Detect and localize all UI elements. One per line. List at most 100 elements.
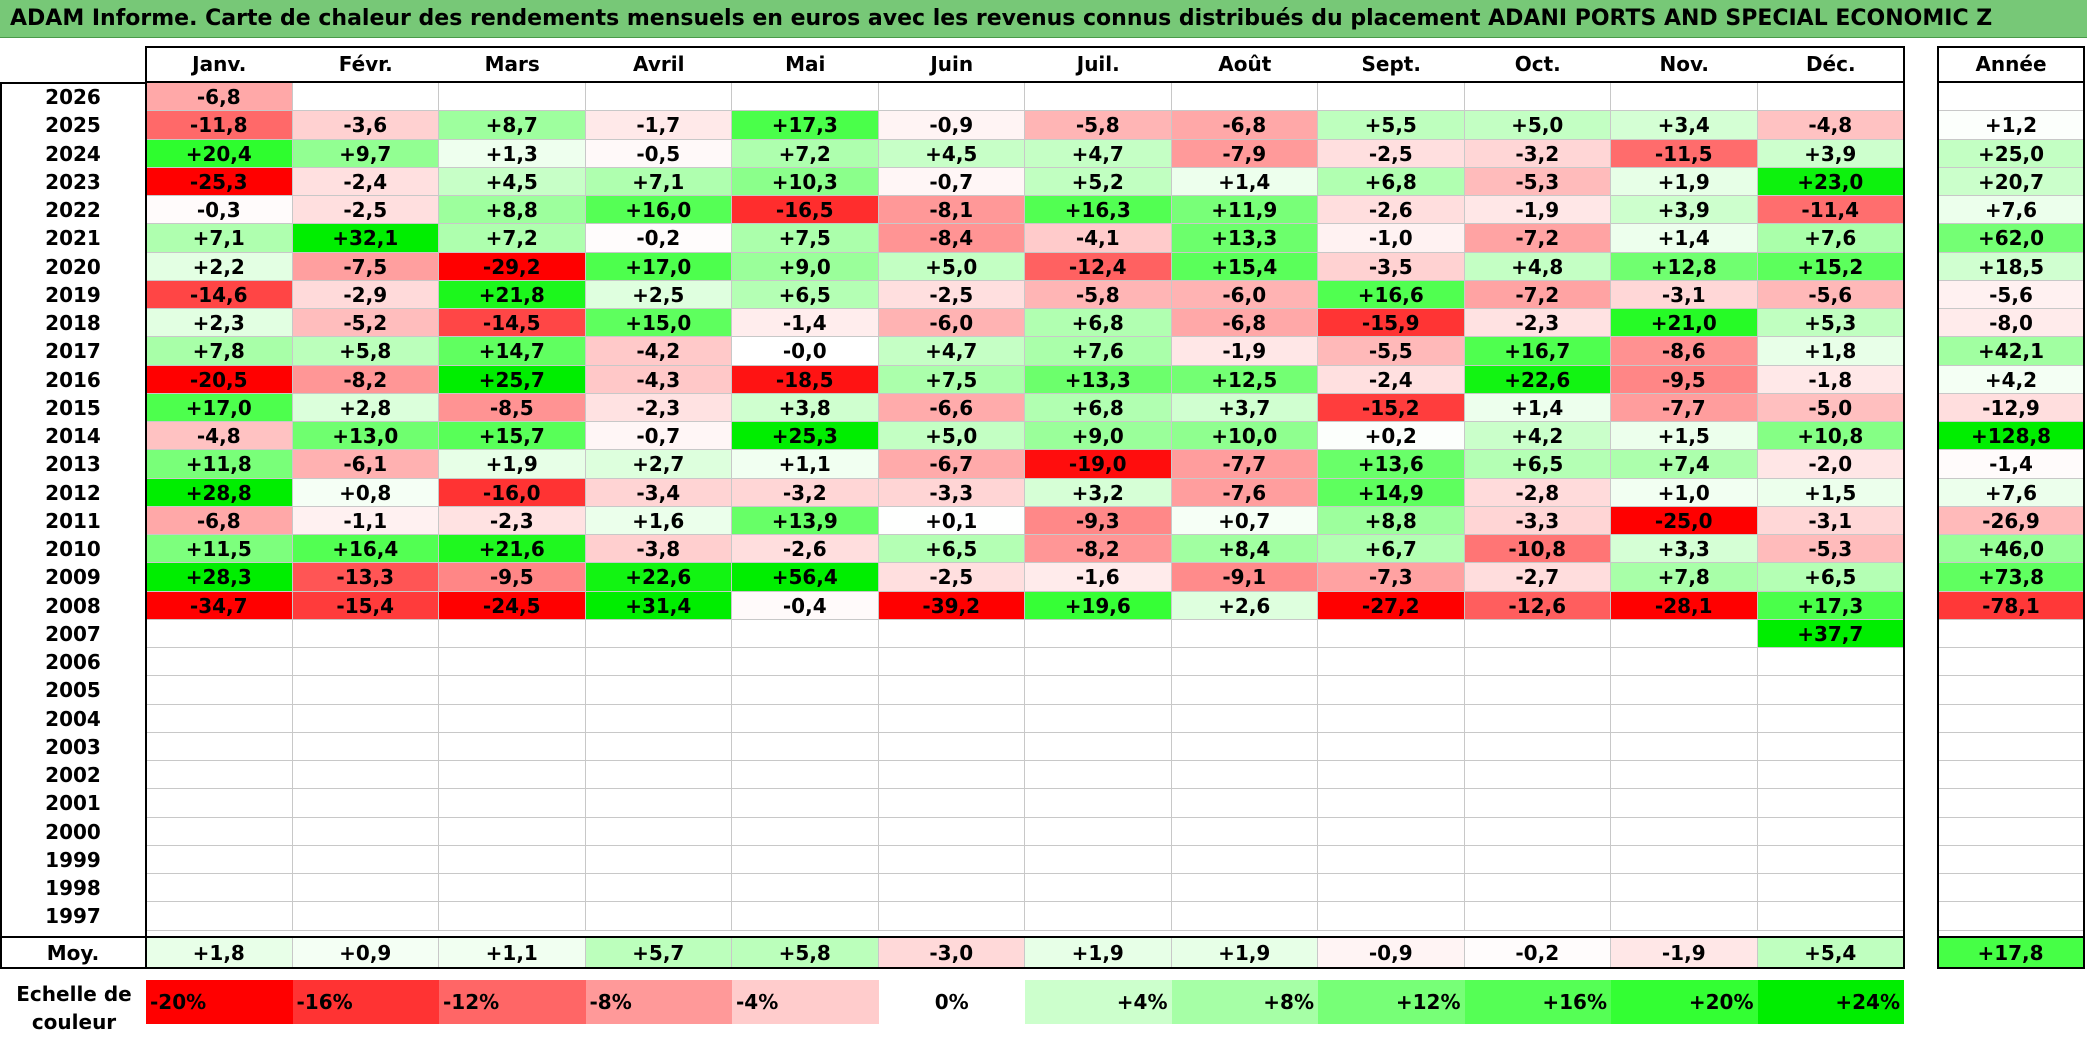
heatmap-cell: -6,1 bbox=[292, 450, 439, 479]
heatmap-cell bbox=[439, 817, 586, 846]
heatmap-cell: +2,8 bbox=[292, 393, 439, 422]
heatmap-cell: -15,9 bbox=[1318, 309, 1465, 338]
heatmap-cell: -3,6 bbox=[292, 111, 439, 140]
heatmap-cell: +5,2 bbox=[1025, 167, 1172, 196]
heatmap-cell: +7,6 bbox=[1025, 337, 1172, 366]
heatmap-cell bbox=[878, 676, 1025, 705]
heatmap-cell: -3,3 bbox=[1464, 506, 1611, 535]
heatmap-cell bbox=[1318, 732, 1465, 761]
average-cell: -3,0 bbox=[878, 938, 1025, 968]
average-annual-cell: +17,8 bbox=[1938, 938, 2084, 968]
heatmap-cell bbox=[1171, 83, 1318, 112]
heatmap-cell bbox=[1757, 817, 1904, 846]
heatmap-cell: -19,0 bbox=[1025, 450, 1172, 479]
heatmap-cell bbox=[585, 902, 732, 931]
heatmap-cell bbox=[1464, 83, 1611, 112]
heatmap-cell: -2,6 bbox=[1318, 196, 1465, 225]
heatmap-cell: +1,5 bbox=[1757, 478, 1904, 507]
heatmap-cell: -7,7 bbox=[1611, 393, 1758, 422]
heatmap-cell: +17,0 bbox=[146, 393, 293, 422]
heatmap-cell: -11,8 bbox=[146, 111, 293, 140]
heatmap-cell bbox=[439, 902, 586, 931]
year-label: 2003 bbox=[45, 734, 101, 759]
heatmap-cell: +10,0 bbox=[1171, 422, 1318, 451]
heatmap-cell: +9,7 bbox=[292, 139, 439, 168]
year-label: 2022 bbox=[45, 198, 101, 222]
heatmap-cell: -8,5 bbox=[439, 393, 586, 422]
year-label: 2021 bbox=[45, 226, 101, 251]
heatmap-cell bbox=[439, 789, 586, 818]
heatmap-cell: -7,3 bbox=[1318, 563, 1465, 592]
heatmap-cell bbox=[1318, 761, 1465, 790]
heatmap-cell bbox=[1757, 732, 1904, 761]
year-label: 2004 bbox=[45, 706, 101, 731]
heatmap-cell: +10,8 bbox=[1757, 422, 1904, 451]
heatmap-cell: +31,4 bbox=[585, 591, 732, 620]
heatmap-cell bbox=[732, 83, 879, 112]
heatmap-cell bbox=[1318, 845, 1465, 874]
heatmap-cell: +16,4 bbox=[292, 535, 439, 564]
heatmap-cell bbox=[1611, 874, 1758, 903]
annual-cell: -12,9 bbox=[1938, 393, 2084, 422]
annual-cell: +128,8 bbox=[1938, 422, 2084, 451]
heatmap-cell: +0,2 bbox=[1318, 422, 1465, 451]
heatmap-cell bbox=[1611, 845, 1758, 874]
heatmap-cell bbox=[1757, 704, 1904, 733]
heatmap-cell: -0,3 bbox=[146, 196, 293, 225]
heatmap-cell: -0,7 bbox=[585, 422, 732, 451]
heatmap-cell: +1,9 bbox=[1611, 167, 1758, 196]
heatmap-cell: +2,6 bbox=[1171, 591, 1318, 620]
heatmap-cell: -1,9 bbox=[1171, 337, 1318, 366]
heatmap-cell: -12,4 bbox=[1025, 252, 1172, 281]
heatmap-cell: -8,4 bbox=[878, 224, 1025, 253]
heatmap-cell bbox=[292, 619, 439, 648]
heatmap-cell bbox=[1757, 761, 1904, 790]
heatmap-cell bbox=[1611, 902, 1758, 931]
heatmap-cell bbox=[439, 676, 586, 705]
year-label: 2013 bbox=[45, 452, 101, 477]
heatmap-cell: -6,7 bbox=[878, 450, 1025, 479]
heatmap-cell: -2,3 bbox=[585, 393, 732, 422]
annual-cell: +1,2 bbox=[1938, 111, 2084, 140]
heatmap-cell: -0,2 bbox=[585, 224, 732, 253]
heatmap-cell: +13,6 bbox=[1318, 450, 1465, 479]
heatmap-cell: -6,0 bbox=[878, 309, 1025, 338]
heatmap-cell: -7,6 bbox=[1171, 478, 1318, 507]
year-label: 2015 bbox=[45, 395, 101, 420]
heatmap-cell: -9,5 bbox=[439, 563, 586, 592]
annual-cell: +73,8 bbox=[1938, 563, 2084, 592]
chart-title: ADAM Informe. Carte de chaleur des rende… bbox=[10, 6, 1993, 31]
average-separator bbox=[0, 936, 1904, 938]
heatmap-cell: +9,0 bbox=[1025, 422, 1172, 451]
heatmap-cell: +25,7 bbox=[439, 365, 586, 394]
average-cell: +1,8 bbox=[146, 938, 293, 968]
heatmap-cell bbox=[439, 874, 586, 903]
average-cell: +1,9 bbox=[1025, 938, 1172, 968]
heatmap-cell bbox=[1171, 902, 1318, 931]
heatmap-cell bbox=[1025, 676, 1172, 705]
heatmap-cell bbox=[1025, 761, 1172, 790]
heatmap-cell: +7,8 bbox=[1611, 563, 1758, 592]
heatmap-cell bbox=[878, 704, 1025, 733]
year-label: 2002 bbox=[45, 763, 101, 787]
annual-cell: -5,6 bbox=[1938, 280, 2084, 309]
heatmap-cell bbox=[732, 845, 879, 874]
heatmap-cell bbox=[732, 676, 879, 705]
heatmap-cell bbox=[1757, 845, 1904, 874]
annual-cell: -8,0 bbox=[1938, 309, 2084, 338]
heatmap-cell: +20,4 bbox=[146, 139, 293, 168]
heatmap-cell: -3,3 bbox=[878, 478, 1025, 507]
color-scale-step: +4% bbox=[1025, 980, 1172, 1024]
heatmap-cell: -16,0 bbox=[439, 478, 586, 507]
heatmap-cell: -4,2 bbox=[585, 337, 732, 366]
heatmap-cell bbox=[585, 83, 732, 112]
heatmap-cell: -2,3 bbox=[439, 506, 586, 535]
heatmap-cell: +7,6 bbox=[1757, 224, 1904, 253]
heatmap-cell bbox=[1757, 789, 1904, 818]
heatmap-cell bbox=[439, 845, 586, 874]
heatmap-cell bbox=[1611, 761, 1758, 790]
heatmap-cell: -9,3 bbox=[1025, 506, 1172, 535]
heatmap-cell: -1,0 bbox=[1318, 224, 1465, 253]
heatmap-cell: +0,7 bbox=[1171, 506, 1318, 535]
heatmap-cell: +6,8 bbox=[1318, 167, 1465, 196]
